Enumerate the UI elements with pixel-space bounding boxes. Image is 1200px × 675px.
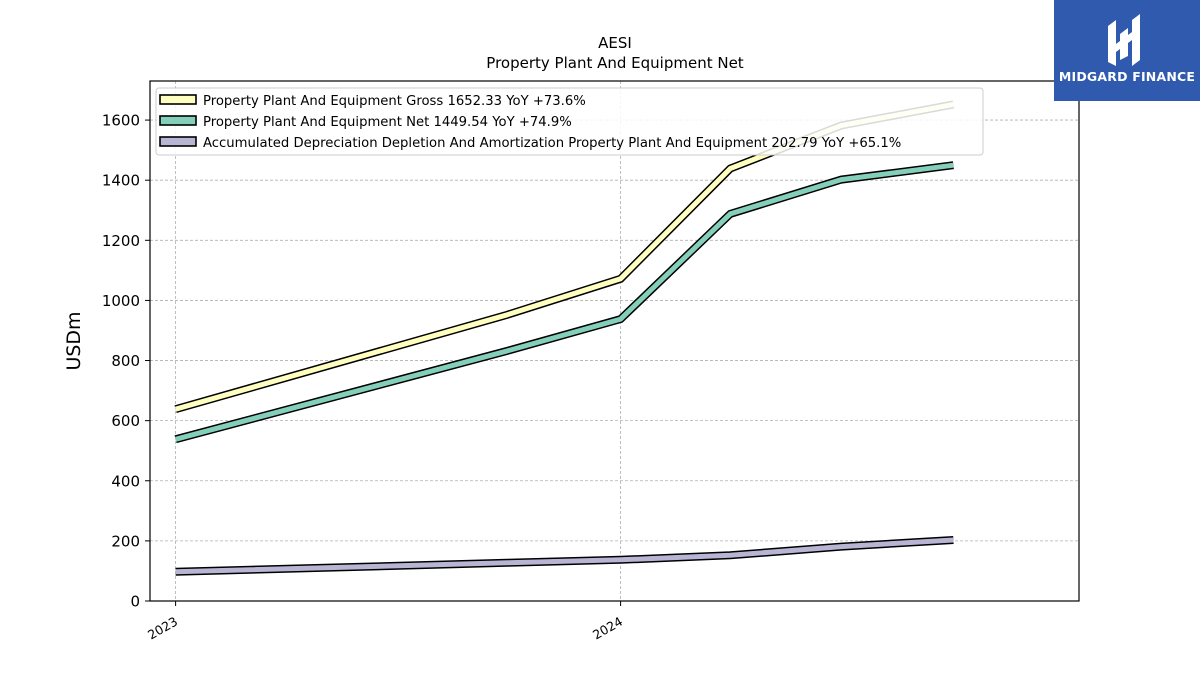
y-axis-label: USDm xyxy=(63,311,85,370)
y-tick-label: 400 xyxy=(111,472,140,490)
y-tick-label: 1600 xyxy=(102,112,140,130)
grid xyxy=(150,81,1079,601)
legend-entry: Accumulated Depreciation Depletion And A… xyxy=(203,136,901,151)
y-tick-label: 0 xyxy=(130,593,140,611)
logo-mark-icon xyxy=(1108,14,1140,66)
legend-entry: Property Plant And Equipment Gross 1652.… xyxy=(203,94,586,109)
legend: Property Plant And Equipment Gross 1652.… xyxy=(155,87,984,156)
legend-entry: Property Plant And Equipment Net 1449.54… xyxy=(203,115,572,130)
axes: 0 200 400 600 800 1000 1200 1400 1600 2023 2024 xyxy=(102,112,625,643)
y-tick-label: 800 xyxy=(111,352,140,370)
legend-box xyxy=(155,87,984,156)
logo-text: MIDGARD FINANCE xyxy=(1058,69,1196,84)
series-lines xyxy=(174,100,955,576)
series-line xyxy=(175,537,954,575)
y-tick-label: 1200 xyxy=(102,232,140,250)
y-tick-label: 600 xyxy=(111,412,140,430)
series-line xyxy=(174,162,954,442)
x-tick-label: 2023 xyxy=(145,614,180,643)
chart-subtitle: Property Plant And Equipment Net xyxy=(486,54,743,72)
series-line-outline xyxy=(174,161,954,444)
legend-swatch xyxy=(159,94,197,105)
y-tick-label: 200 xyxy=(111,532,140,550)
midgard-finance-logo: MIDGARD FINANCE xyxy=(1054,0,1200,101)
plot-frame xyxy=(149,80,1080,602)
x-tick-label: 2024 xyxy=(590,614,625,643)
legend-swatch xyxy=(159,136,197,147)
y-tick-label: 1400 xyxy=(102,172,140,190)
legend-swatch xyxy=(159,115,197,126)
y-tick-label: 1000 xyxy=(102,292,140,310)
chart-title: AESI xyxy=(598,34,632,52)
